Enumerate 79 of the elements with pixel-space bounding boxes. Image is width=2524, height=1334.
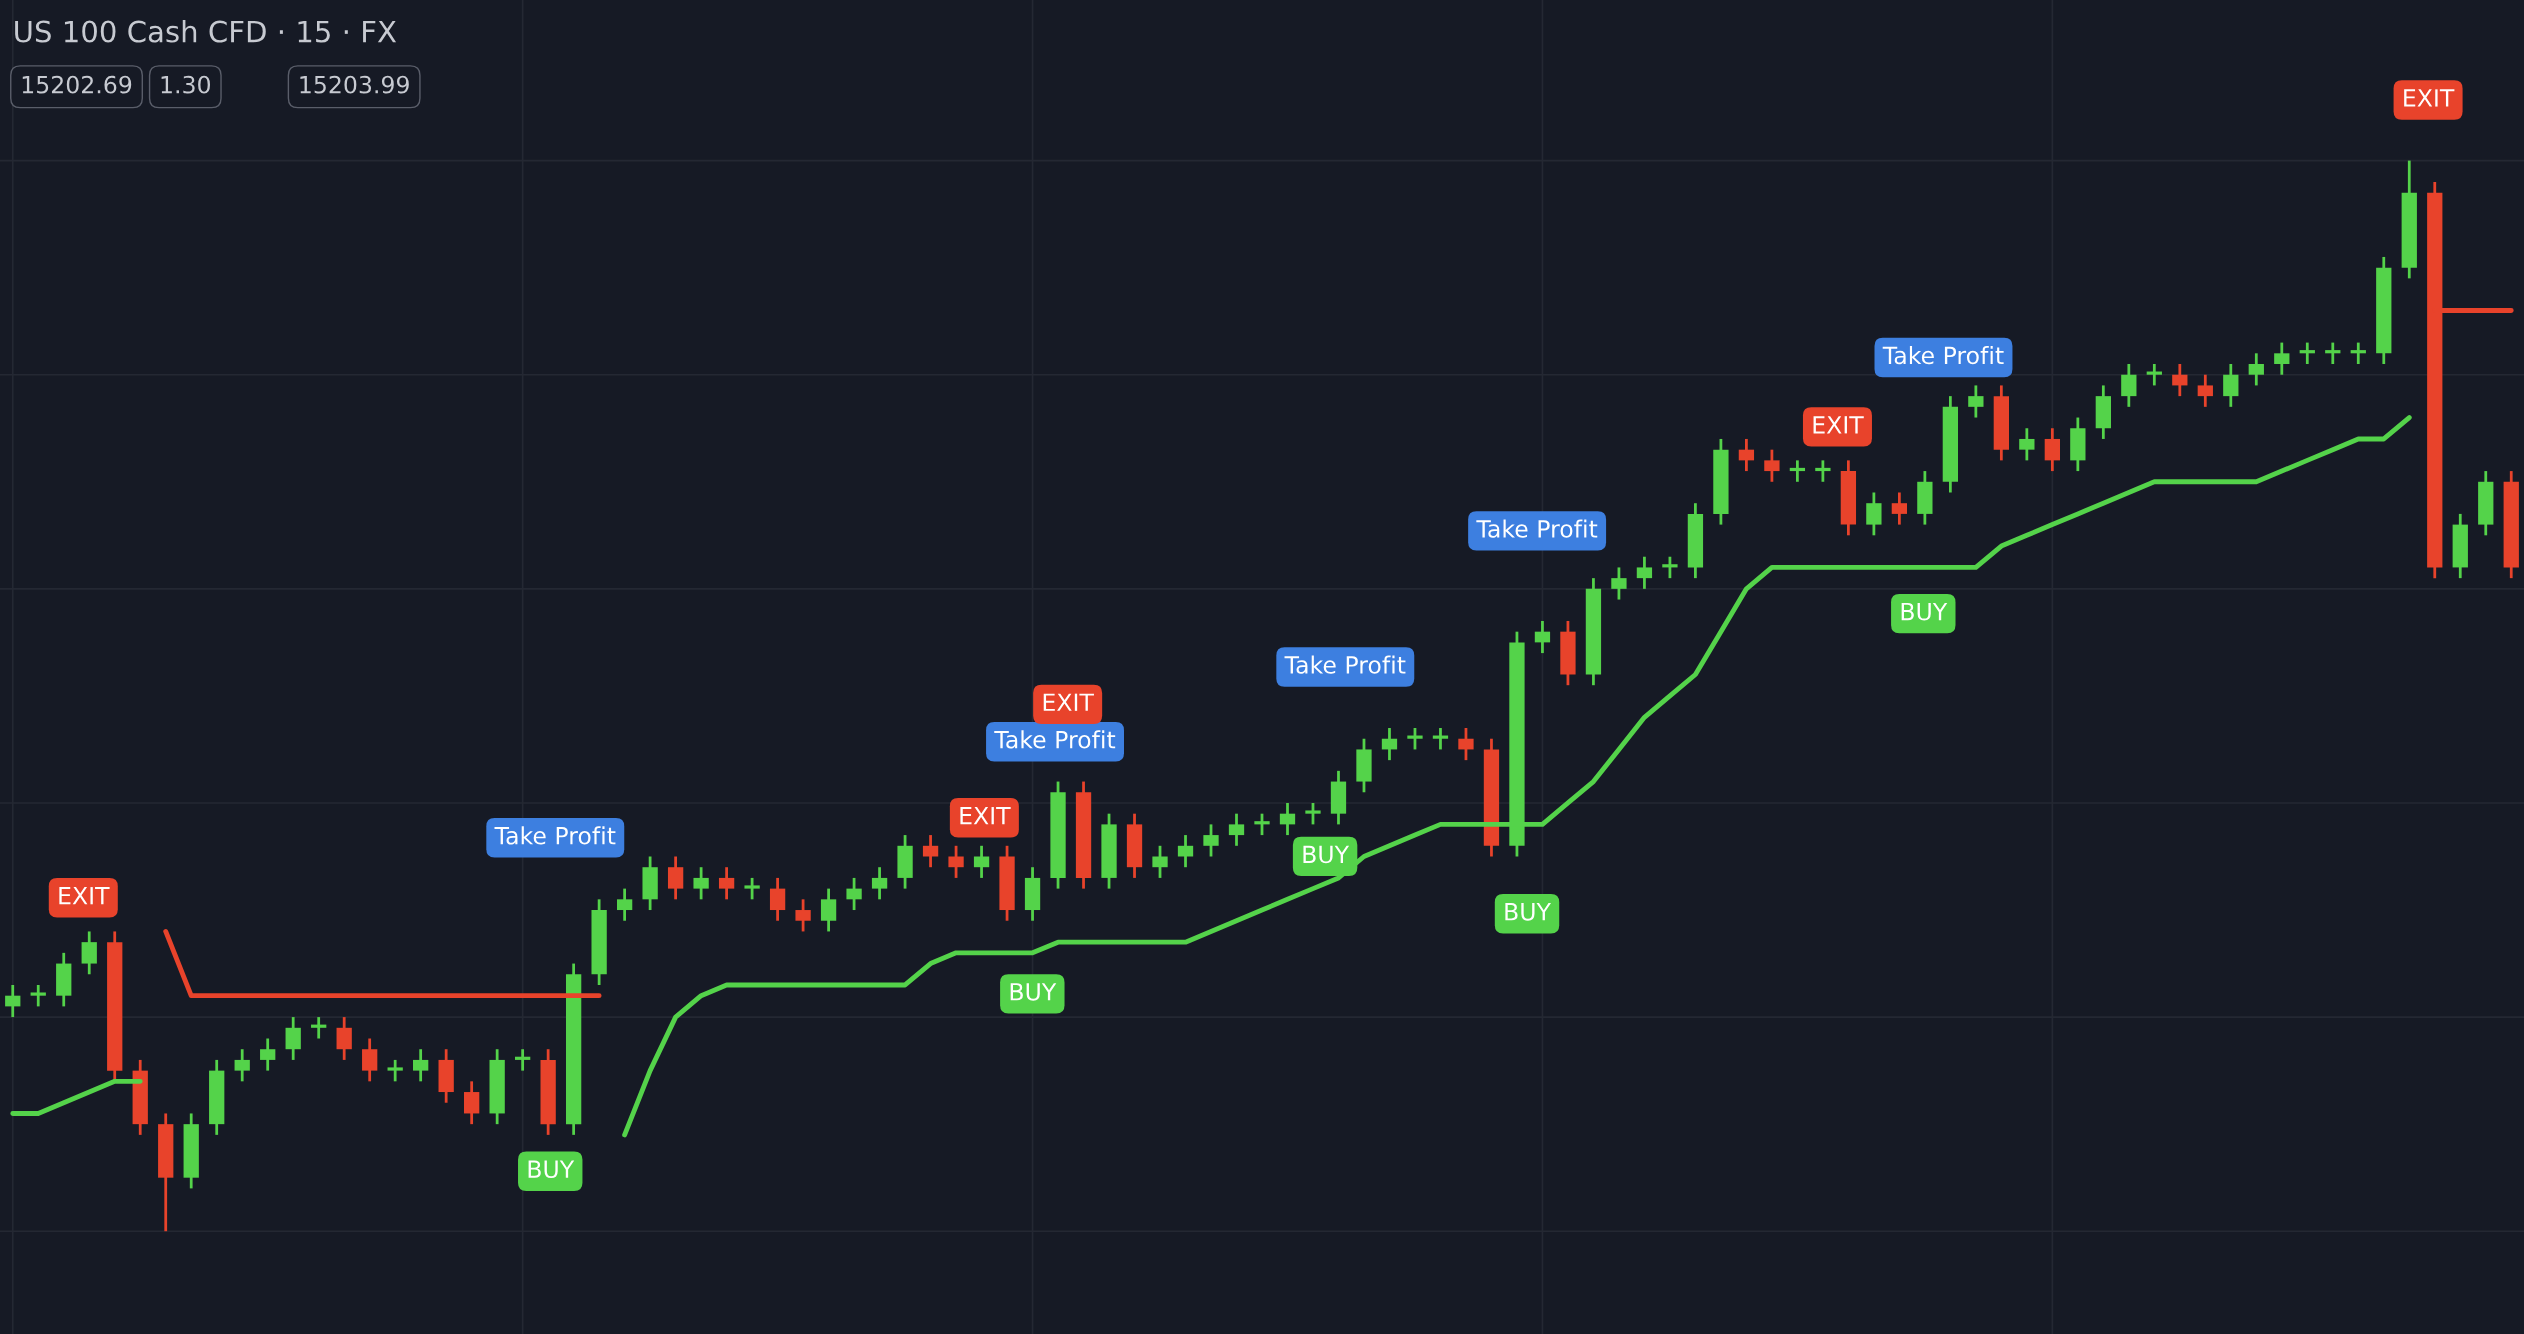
- text: 15202.69: [22, 75, 132, 94]
- annotation: EXIT: [1043, 693, 1094, 711]
- candlestick: [1177, 833, 1194, 869]
- candlestick: [515, 1047, 531, 1073]
- candlestick: [81, 930, 97, 976]
- candlestick: [718, 865, 735, 901]
- candlestick: [871, 865, 888, 901]
- candlestick: [413, 1047, 429, 1083]
- annotation: EXIT: [960, 807, 1011, 825]
- annotation: BUY: [1505, 903, 1552, 921]
- annotation: BUY: [1901, 602, 1948, 621]
- candlestick: [1458, 726, 1474, 762]
- candlestick: [948, 844, 964, 880]
- candlestick: [973, 844, 990, 880]
- candlestick: [285, 1015, 301, 1062]
- candlestick: [311, 1015, 327, 1040]
- candlestick: [1152, 844, 1168, 880]
- candlestick: [2325, 341, 2341, 366]
- candlestick: [30, 983, 46, 1008]
- candlestick: [693, 865, 709, 901]
- text: EXIT: [2404, 89, 2455, 107]
- candlestick: [1305, 801, 1321, 826]
- candlestick: [2121, 362, 2137, 409]
- candlestick: [744, 876, 760, 901]
- candlestick: [1381, 726, 1398, 762]
- annotation: Take Profit: [494, 826, 616, 845]
- annotation: Take Profit: [1476, 519, 1598, 538]
- candlestick: [1432, 726, 1449, 751]
- candlestick: [2274, 341, 2290, 377]
- candlestick: [5, 983, 21, 1019]
- candlestick: [1968, 384, 1984, 419]
- candlestick: [387, 1058, 403, 1083]
- candlestick: [464, 1079, 480, 1126]
- annotation: BUY: [1010, 983, 1057, 1001]
- candlestick: [260, 1037, 276, 1073]
- candlestick: [1534, 619, 1551, 655]
- chart-title: US 100 Cash CFD · 15 · FX: [15, 20, 397, 43]
- candlestick: [1228, 812, 1245, 848]
- annotation: EXIT: [59, 887, 110, 905]
- candlestick: [667, 855, 684, 901]
- candlestick: [1789, 458, 1806, 484]
- candlestick: [846, 876, 862, 912]
- text: 1.30: [161, 75, 211, 94]
- candlestick: [769, 876, 786, 923]
- annotation: BUY: [1303, 845, 1350, 864]
- candlestick: [2299, 341, 2315, 366]
- candlestick: [1815, 458, 1831, 484]
- text: 15203.99: [300, 75, 409, 94]
- candlestick: [1279, 801, 1296, 837]
- candlestick: [1891, 491, 1908, 526]
- candlestick: [1611, 566, 1627, 601]
- candlestick: [2248, 351, 2264, 387]
- candlestick: [820, 887, 837, 933]
- candlestick: [1407, 726, 1423, 751]
- annotation: EXIT: [1813, 416, 1864, 434]
- candlestick: [336, 1015, 352, 1062]
- annotation: Take Profit: [1882, 346, 2004, 365]
- candlestick: [1866, 491, 1882, 537]
- candlestick: [2172, 362, 2188, 398]
- candlestick: [1254, 812, 1270, 837]
- candlestick: [922, 833, 939, 869]
- candlestick: [1662, 555, 1678, 580]
- candlestick: [2223, 362, 2239, 409]
- candlestick: [2019, 426, 2035, 462]
- candlestick: [1764, 448, 1780, 484]
- candlestick: [1203, 822, 1219, 858]
- candlestick: [234, 1047, 250, 1083]
- candlestick: [1738, 437, 1755, 473]
- candlestick: [362, 1037, 378, 1083]
- candlestick: [2350, 341, 2366, 366]
- annotation: Take Profit: [1284, 655, 1406, 674]
- candlestick: [1636, 555, 1653, 591]
- candlestick: [795, 897, 811, 933]
- annotation: Take Profit: [994, 730, 1116, 749]
- candlestick: [616, 887, 633, 923]
- candlestick: [2044, 426, 2060, 473]
- candlestick: [2146, 362, 2162, 387]
- annotation: BUY: [528, 1160, 575, 1179]
- candlestick: [2197, 373, 2213, 409]
